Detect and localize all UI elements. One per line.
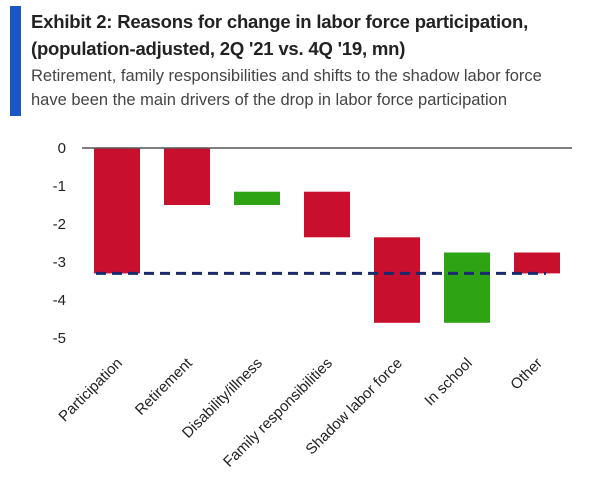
accent-bar (10, 6, 21, 116)
bar (444, 252, 490, 323)
chart-subtitle: Retirement, family responsibilities and … (31, 64, 591, 112)
bar (94, 148, 140, 274)
bar (374, 237, 420, 323)
title-line-1: Exhibit 2: Reasons for change in labor f… (31, 11, 529, 32)
title-line-2: (population-adjusted, 2Q '21 vs. 4Q '19,… (31, 38, 406, 59)
y-tick-label: -1 (53, 178, 66, 195)
x-tick-label: Participation (55, 355, 125, 425)
y-tick-label: 0 (58, 140, 66, 157)
chart-title: Exhibit 2: Reasons for change in labor f… (31, 8, 591, 62)
subtitle-line-1: Retirement, family responsibilities and … (31, 67, 542, 85)
y-tick-label: -4 (53, 292, 66, 309)
bar (514, 252, 560, 274)
x-tick-label: Retirement (132, 354, 196, 418)
y-tick-label: -3 (53, 254, 66, 271)
bar (234, 191, 280, 205)
y-tick-label: -2 (53, 216, 66, 233)
subtitle-line-2: have been the main drivers of the drop i… (31, 91, 508, 109)
x-tick-label: Other (507, 355, 546, 394)
y-tick-label: -5 (53, 330, 66, 347)
x-tick-label: In school (421, 355, 475, 409)
bar (164, 148, 210, 205)
bar (304, 191, 350, 238)
